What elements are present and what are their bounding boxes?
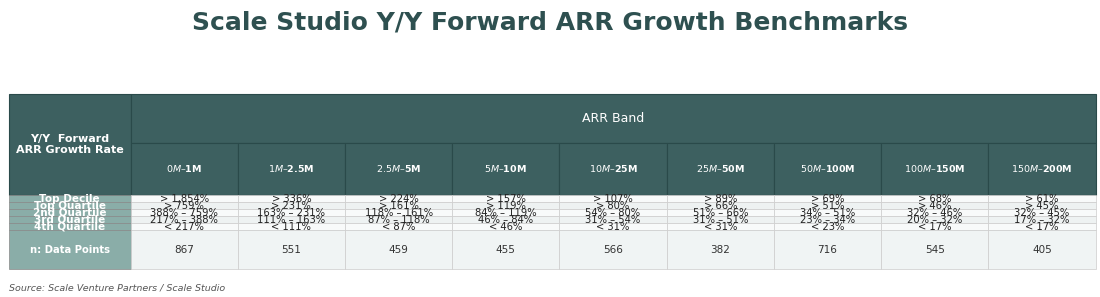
Text: 217% – 388%: 217% – 388% (151, 215, 218, 225)
Text: > 759%: > 759% (164, 201, 205, 211)
Text: 31% – 54%: 31% – 54% (585, 215, 640, 225)
Text: < 111%: < 111% (272, 222, 311, 232)
Text: 459: 459 (388, 244, 408, 255)
Text: > 45%: > 45% (1025, 201, 1058, 211)
Text: < 87%: < 87% (382, 222, 416, 232)
Text: > 69%: > 69% (811, 194, 845, 204)
Text: 551: 551 (282, 244, 301, 255)
Text: < 31%: < 31% (596, 222, 629, 232)
Text: < 23%: < 23% (811, 222, 844, 232)
Text: 566: 566 (603, 244, 623, 255)
Text: $25M – $50M: $25M – $50M (696, 163, 745, 174)
Text: 17% – 32%: 17% – 32% (1014, 215, 1069, 225)
Text: > 161%: > 161% (378, 201, 418, 211)
Text: > 224%: > 224% (378, 194, 418, 204)
Text: n: Data Points: n: Data Points (30, 244, 110, 255)
Text: 118% – 161%: 118% – 161% (364, 208, 432, 218)
Text: > 80%: > 80% (596, 201, 629, 211)
Text: Scale Studio Y/Y Forward ARR Growth Benchmarks: Scale Studio Y/Y Forward ARR Growth Benc… (192, 10, 907, 34)
Text: $100M – $150M: $100M – $150M (904, 163, 966, 174)
Text: Top Quartile: Top Quartile (34, 201, 106, 211)
Text: $50M – $100M: $50M – $100M (800, 163, 856, 174)
Text: < 31%: < 31% (704, 222, 737, 232)
Text: > 119%: > 119% (486, 201, 526, 211)
Text: > 231%: > 231% (272, 201, 311, 211)
Text: 405: 405 (1032, 244, 1052, 255)
Text: $5M – $10M: $5M – $10M (484, 163, 527, 174)
Text: 32% – 46%: 32% – 46% (908, 208, 962, 218)
Text: ARR Band: ARR Band (582, 112, 645, 124)
Text: 23% – 34%: 23% – 34% (800, 215, 855, 225)
Text: 31% – 51%: 31% – 51% (693, 215, 748, 225)
Text: < 17%: < 17% (918, 222, 952, 232)
Text: Top Decile: Top Decile (40, 194, 100, 204)
Text: $1M – $2.5M: $1M – $2.5M (268, 163, 315, 174)
Text: 3rd Quartile: 3rd Quartile (34, 215, 106, 225)
Text: > 66%: > 66% (704, 201, 737, 211)
Text: > 61%: > 61% (1025, 194, 1058, 204)
Text: 545: 545 (925, 244, 945, 255)
Text: $0M – $1M: $0M – $1M (166, 163, 202, 174)
Text: > 51%: > 51% (811, 201, 845, 211)
Text: 87% – 118%: 87% – 118% (367, 215, 429, 225)
Text: < 217%: < 217% (164, 222, 205, 232)
Text: 382: 382 (711, 244, 730, 255)
Text: Y/Y  Forward
ARR Growth Rate: Y/Y Forward ARR Growth Rate (15, 134, 123, 155)
Text: > 336%: > 336% (272, 194, 311, 204)
Text: > 46%: > 46% (918, 201, 952, 211)
Text: Source: Scale Venture Partners / Scale Studio: Source: Scale Venture Partners / Scale S… (9, 284, 226, 293)
Text: 455: 455 (496, 244, 516, 255)
Text: 163% – 231%: 163% – 231% (257, 208, 326, 218)
Text: 54% – 80%: 54% – 80% (585, 208, 640, 218)
Text: 2nd Quartile: 2nd Quartile (33, 208, 107, 218)
Text: 4th Quartile: 4th Quartile (34, 222, 106, 232)
Text: 388% – 759%: 388% – 759% (151, 208, 218, 218)
Text: > 107%: > 107% (593, 194, 632, 204)
Text: 20% – 32%: 20% – 32% (908, 215, 962, 225)
Text: $2.5M – $5M: $2.5M – $5M (376, 163, 421, 174)
Text: > 68%: > 68% (918, 194, 952, 204)
Text: > 89%: > 89% (704, 194, 737, 204)
Text: 51% – 66%: 51% – 66% (693, 208, 748, 218)
Text: 84% – 119%: 84% – 119% (475, 208, 537, 218)
Text: $150M – $200M: $150M – $200M (1011, 163, 1072, 174)
Text: 867: 867 (174, 244, 194, 255)
Text: 716: 716 (817, 244, 837, 255)
Text: 46% – 84%: 46% – 84% (478, 215, 534, 225)
Text: > 1,854%: > 1,854% (160, 194, 209, 204)
Text: $10M – $25M: $10M – $25M (588, 163, 638, 174)
Text: 34% – 51%: 34% – 51% (800, 208, 855, 218)
Text: < 46%: < 46% (490, 222, 522, 232)
Text: 32% – 45%: 32% – 45% (1014, 208, 1069, 218)
Text: 111% – 163%: 111% – 163% (257, 215, 326, 225)
Text: > 157%: > 157% (486, 194, 526, 204)
Text: < 17%: < 17% (1025, 222, 1058, 232)
